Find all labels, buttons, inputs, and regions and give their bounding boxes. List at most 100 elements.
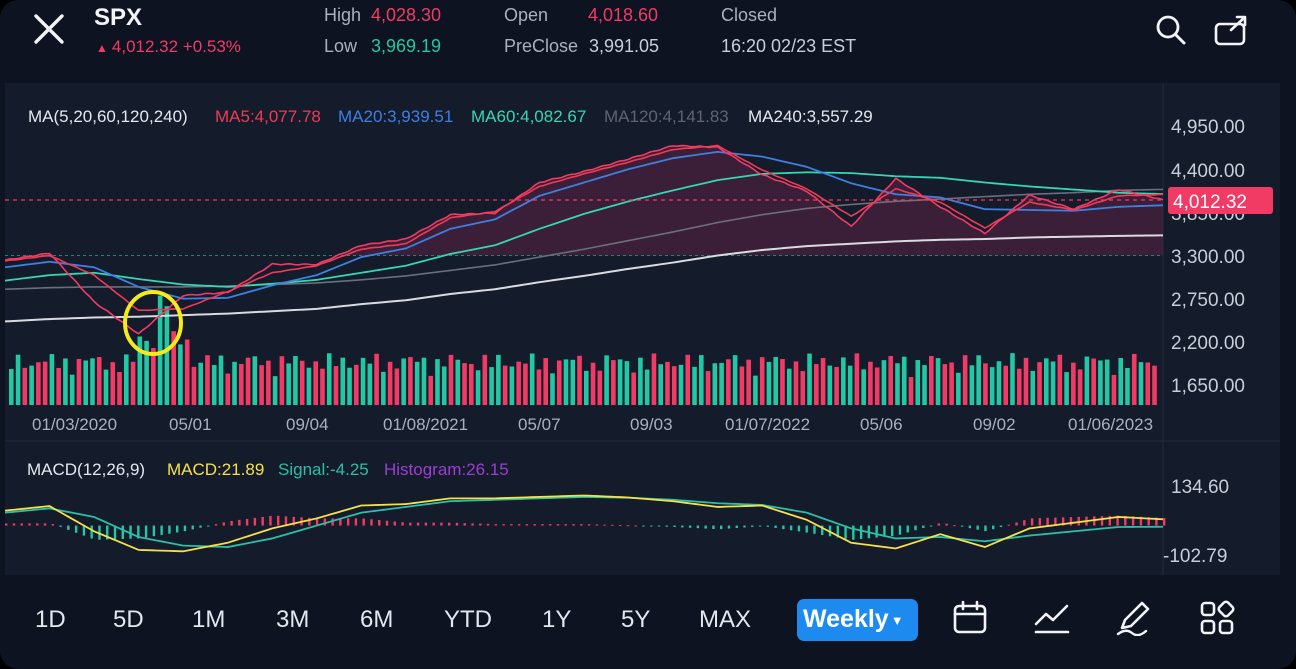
volume-bar xyxy=(279,356,285,405)
volume-bar xyxy=(333,366,339,405)
histogram-bar xyxy=(549,524,552,526)
volume-bar xyxy=(232,361,237,405)
histogram-bar xyxy=(533,524,536,526)
macd-tick: 134.60 xyxy=(1171,477,1229,498)
volume-bar xyxy=(1118,358,1124,405)
volume-bar xyxy=(800,371,806,405)
volume-bar xyxy=(1050,361,1056,405)
timeframe-1d[interactable]: 1D xyxy=(35,606,66,633)
date-tick: 01/07/2022 xyxy=(725,415,810,434)
histogram-bar xyxy=(36,523,39,526)
histogram-bar xyxy=(191,525,194,530)
volume-bar xyxy=(36,362,41,405)
histogram-bar xyxy=(797,525,801,532)
volume-bar xyxy=(110,362,116,405)
calendar-button[interactable] xyxy=(952,600,988,641)
ma240-legend: MA240:3,557.29 xyxy=(748,107,873,126)
interval-dropdown[interactable]: Weekly ▼ xyxy=(797,599,918,641)
layout-button[interactable] xyxy=(1199,600,1235,641)
open-label: Open xyxy=(504,5,549,25)
histogram-bar xyxy=(1100,516,1104,526)
indicator-button[interactable] xyxy=(1034,600,1070,641)
histogram-bar xyxy=(1046,517,1049,526)
histogram-bar xyxy=(323,518,327,526)
indicator-icon xyxy=(1034,604,1070,634)
histogram-bar xyxy=(821,525,824,536)
histogram-bar xyxy=(525,524,529,526)
volume-bar xyxy=(834,366,839,405)
date-tick: 09/02 xyxy=(973,415,1016,434)
date-axis: 01/03/2020 05/01 09/04 01/08/2021 05/07 … xyxy=(32,415,1153,434)
current-price-label: 4,012.32 xyxy=(1173,192,1247,213)
volume-bar xyxy=(1152,365,1157,405)
volume-bar xyxy=(1138,362,1144,405)
histogram-bar xyxy=(852,525,855,540)
histogram-bar xyxy=(634,525,637,527)
timeframe-ytd[interactable]: YTD xyxy=(444,606,492,633)
volume-bar xyxy=(780,359,785,405)
histogram-bar xyxy=(370,519,373,526)
histogram-bar xyxy=(603,524,606,526)
histogram-bar xyxy=(789,525,793,531)
volume-bar xyxy=(658,364,664,405)
histogram-bar xyxy=(416,522,420,526)
histogram-bar xyxy=(1108,515,1111,526)
histogram-bar xyxy=(292,516,295,526)
volume-bar xyxy=(408,357,413,405)
volume-bar xyxy=(496,354,501,405)
volume-bar xyxy=(9,369,14,405)
histogram-bar xyxy=(494,524,498,526)
price-tick: 4,950.00 xyxy=(1171,117,1245,138)
volume-bar xyxy=(435,359,440,405)
histogram-bar xyxy=(766,525,770,527)
chart-panel[interactable]: MA(5,20,60,120,240) MA5:4,077.78 MA20:3,… xyxy=(4,83,1280,575)
histogram-bar xyxy=(1054,517,1057,526)
volume-bar xyxy=(1023,357,1029,405)
histogram-bar xyxy=(1030,518,1034,526)
macd-legend: MACD:21.89 xyxy=(167,460,264,479)
series-line-ma240 xyxy=(4,234,1164,323)
timeframe-3m[interactable]: 3M xyxy=(276,606,310,633)
close-button[interactable] xyxy=(28,10,68,50)
histogram-bar xyxy=(113,525,117,540)
histogram-bar xyxy=(1007,524,1010,526)
histogram-bar xyxy=(572,524,575,526)
macd-line xyxy=(4,494,1164,553)
timeframe-6m[interactable]: 6M xyxy=(360,606,394,633)
timeframe-5y[interactable]: 5Y xyxy=(621,606,651,633)
draw-button[interactable] xyxy=(1116,600,1152,641)
histogram-bar xyxy=(618,525,622,527)
series-line-ma60 xyxy=(4,171,1164,288)
timeframe-1y[interactable]: 1Y xyxy=(542,606,572,633)
volume-bar xyxy=(76,358,82,405)
timeframe-max[interactable]: MAX xyxy=(699,606,752,633)
histogram-bar xyxy=(354,518,358,526)
share-button[interactable] xyxy=(1211,12,1251,53)
histogram-bar xyxy=(67,525,70,530)
layout-grid-icon xyxy=(1200,600,1235,635)
date-tick: 01/08/2021 xyxy=(383,415,468,434)
volume-bar xyxy=(617,359,623,405)
volume-bar xyxy=(414,361,420,405)
volume-bar xyxy=(820,358,826,405)
volume-bar xyxy=(814,364,819,405)
histogram-bar xyxy=(424,522,428,526)
histogram-bar xyxy=(230,520,233,526)
histogram-bar xyxy=(704,525,707,529)
volume-bar xyxy=(455,359,461,405)
macd-pane xyxy=(4,494,1166,553)
histogram-bar xyxy=(1163,518,1166,526)
histogram-bar xyxy=(183,525,187,532)
volume-bar xyxy=(1037,362,1042,405)
volume-bar xyxy=(584,370,589,405)
timeframe-5d[interactable]: 5D xyxy=(113,606,144,633)
histogram-bar xyxy=(346,518,350,526)
volume-bar xyxy=(367,363,373,405)
search-button[interactable] xyxy=(1153,12,1189,53)
timeframe-1m[interactable]: 1M xyxy=(192,606,226,633)
volume-bar xyxy=(1111,374,1117,405)
date-tick: 01/06/2023 xyxy=(1068,415,1153,434)
volume-bar xyxy=(793,361,799,405)
volume-bar xyxy=(604,355,609,405)
volume-bar xyxy=(191,366,197,405)
